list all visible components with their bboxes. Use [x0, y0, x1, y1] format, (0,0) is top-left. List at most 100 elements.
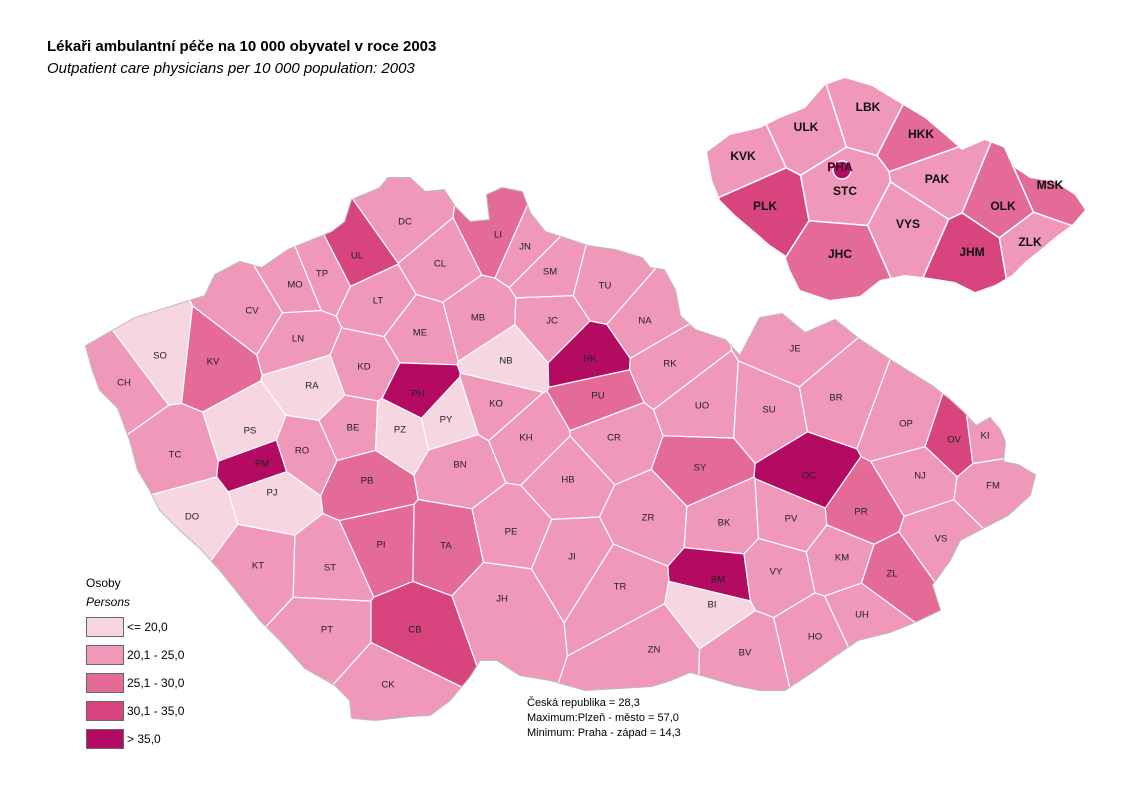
district-label-tc: TC — [169, 450, 182, 461]
region-label-olk: OLK — [990, 199, 1016, 213]
legend-subtitle: Persons — [86, 595, 131, 609]
summary-statistics: Česká republika = 28,3 Maximum:Plzeň - m… — [527, 696, 681, 741]
district-label-pi: PI — [377, 540, 386, 551]
legend-label: 25,1 - 30,0 — [127, 676, 185, 690]
district-label-mb: MB — [471, 313, 485, 324]
legend-swatch — [86, 645, 124, 665]
district-label-li: LI — [494, 230, 502, 241]
district-label-bk: BK — [718, 518, 731, 529]
district-label-be: BE — [347, 423, 360, 434]
district-label-jc: JC — [546, 316, 558, 327]
district-label-pv: PV — [785, 514, 798, 525]
district-label-hb: HB — [561, 475, 574, 486]
district-label-je: JE — [789, 344, 800, 355]
district-label-rk: RK — [663, 359, 677, 370]
district-label-fm: FM — [986, 481, 1000, 492]
district-label-ho: HO — [808, 632, 822, 643]
district-label-pz: PZ — [394, 425, 406, 436]
district-label-vs: VS — [935, 534, 948, 545]
district-label-hk: HK — [583, 354, 597, 365]
district-label-ji: JI — [568, 552, 575, 563]
district-label-cl: CL — [434, 259, 446, 270]
legend-label: > 35,0 — [127, 732, 161, 746]
district-label-lt: LT — [373, 296, 384, 307]
district-label-jh: JH — [496, 594, 508, 605]
legend-label: <= 20,0 — [127, 620, 168, 634]
district-label-bm: BM — [711, 575, 725, 586]
district-label-do: DO — [185, 512, 199, 523]
district-label-bv: BV — [739, 648, 752, 659]
legend-title: Osoby — [86, 576, 121, 590]
region-cells — [707, 78, 1085, 300]
district-label-mo: MO — [287, 280, 302, 291]
legend-item: > 35,0 — [86, 728, 184, 750]
district-label-tp: TP — [316, 269, 328, 280]
district-label-zn: ZN — [648, 645, 661, 656]
district-label-ta: TA — [440, 541, 452, 552]
district-label-nb: NB — [499, 356, 512, 367]
region-label-pak: PAK — [925, 172, 950, 186]
region-label-msk: MSK — [1037, 178, 1064, 192]
district-label-oc: OC — [802, 471, 816, 482]
stat-country: Česká republika = 28,3 — [527, 697, 640, 709]
district-label-ck: CK — [381, 680, 395, 691]
district-label-ro: RO — [295, 446, 309, 457]
legend-item: 30,1 - 35,0 — [86, 700, 184, 722]
district-label-ra: RA — [305, 381, 319, 392]
region-pha — [832, 160, 852, 180]
district-label-tu: TU — [599, 281, 612, 292]
district-label-ch: CH — [117, 378, 131, 389]
legend-label: 30,1 - 35,0 — [127, 704, 185, 718]
region-label-plk: PLK — [753, 199, 777, 213]
district-label-su: SU — [762, 405, 775, 416]
district-label-vy: VY — [770, 567, 783, 578]
legend-item: <= 20,0 — [86, 616, 184, 638]
district-label-jn: JN — [519, 242, 531, 253]
district-label-cr: CR — [607, 433, 621, 444]
region-label-ulk: ULK — [794, 120, 819, 134]
region-label-hkk: HKK — [908, 127, 934, 141]
region-label-vys: VYS — [896, 217, 920, 231]
region-label-pha: PHA — [827, 160, 853, 174]
legend: Osoby Persons <= 20,0 20,1 - 25,0 25,1 -… — [86, 576, 184, 756]
legend-swatch — [86, 617, 124, 637]
legend-item: 25,1 - 30,0 — [86, 672, 184, 694]
district-label-pu: PU — [591, 391, 604, 402]
district-label-st: ST — [324, 563, 336, 574]
district-label-uo: UO — [695, 401, 709, 412]
district-label-pr: PR — [854, 507, 867, 518]
district-label-pt: PT — [321, 625, 333, 636]
district-label-bi: BI — [708, 600, 717, 611]
district-label-me: ME — [413, 328, 427, 339]
legend-swatch — [86, 673, 124, 693]
district-label-bn: BN — [453, 460, 466, 471]
district-label-kh: KH — [519, 433, 532, 444]
district-label-ov: OV — [947, 435, 961, 446]
regions-inset-map: LBK ULK HKK KVK PHA STC PAK MSK PLK OLK VYS ZLK JHC J… — [707, 78, 1085, 300]
district-label-pe: PE — [505, 527, 518, 538]
region-label-lbk: LBK — [856, 100, 881, 114]
district-label-cb: CB — [408, 625, 421, 636]
district-label-kd: KD — [357, 362, 370, 373]
district-label-kv: KV — [207, 357, 220, 368]
district-label-ul: UL — [351, 251, 363, 262]
region-label-stc: STC — [833, 184, 857, 198]
district-label-br: BR — [829, 393, 842, 404]
stat-maximum: Maximum:Plzeň - město = 57,0 — [527, 712, 679, 724]
district-label-dc: DC — [398, 217, 412, 228]
district-label-pj: PJ — [266, 488, 277, 499]
district-label-py: PY — [440, 415, 453, 426]
map-subtitle: Outpatient care physicians per 10 000 po… — [47, 60, 415, 77]
map-title: Lékaři ambulantní péče na 10 000 obyvate… — [47, 38, 437, 55]
legend-swatch — [86, 729, 124, 749]
district-label-ln: LN — [292, 334, 304, 345]
district-label-nj: NJ — [914, 471, 926, 482]
district-label-na: NA — [638, 316, 652, 327]
district-label-kt: KT — [252, 561, 264, 572]
legend-label: 20,1 - 25,0 — [127, 648, 185, 662]
district-label-so: SO — [153, 351, 167, 362]
stat-minimum: Minimum: Praha - západ = 14,3 — [527, 727, 681, 739]
district-label-km: KM — [835, 553, 849, 564]
district-label-pm: PM — [255, 459, 269, 470]
region-label-zlk: ZLK — [1018, 235, 1042, 249]
